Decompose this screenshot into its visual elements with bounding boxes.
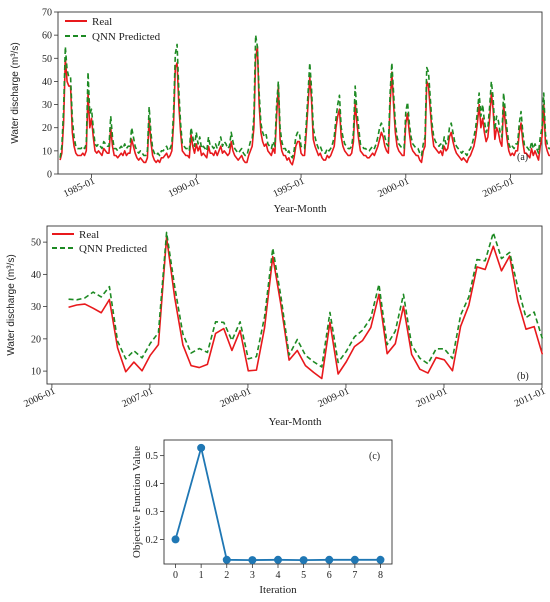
panel-a-y-ticks: 0 10 20 30 40 50 60 70 [42,8,58,181]
panel-b-series [68,231,544,380]
panel-b-ytick-label: 10 [31,367,41,378]
panel-a-ytick-label: 60 [42,31,52,42]
panel-b-xtick-label: 2007-01 [120,386,155,410]
panel-c-point [376,555,385,564]
panel-c-xtick-label: 1 [199,570,204,581]
panel-b-label: (b) [517,371,529,382]
panel-a-xtick-label: 1995-01 [271,176,306,200]
panel-c-xtick-label: 7 [352,570,357,581]
panel-b-y-ticks: 10 20 30 40 50 [31,238,47,378]
panel-c-ytick-label: 0.5 [146,451,159,462]
panel-c-point [248,556,257,565]
panel-b-legend: Real QNN Predicted [52,229,148,255]
panel-c-xlabel: Iteration [259,584,297,596]
panel-a-xlabel: Year-Month [273,203,327,215]
panel-c-y-ticks: 0.2 0.3 0.4 0.5 [146,451,164,546]
panel-b-xtick-label: 2011-01 [513,386,548,410]
panel-b-legend-real: Real [79,229,99,241]
panel-b-xtick-label: 2006-01 [22,386,57,410]
panel-a-ylabel: Water discharge (m³/s) [10,42,21,143]
panel-a-xtick-label: 2005-01 [481,176,516,200]
panel-a-ytick-label: 40 [42,77,52,88]
panel-a-legend: Real QNN Predicted [65,16,161,43]
panel-c-xtick-label: 4 [276,570,281,581]
panel-b-ylabel: Water discharge (m³/s) [6,254,17,355]
panel-c-x-ticks: 0 1 2 3 4 5 6 7 8 [173,564,383,581]
panel-b-xtick-label: 2009-01 [316,386,351,410]
panel-a: 0 10 20 30 40 50 60 70 1985-01 1990-01 1995-01 200… [10,8,550,215]
panel-c-point [222,555,231,564]
panel-c-series [171,443,385,565]
panel-c-ytick-label: 0.2 [146,535,159,546]
panel-a-ytick-label: 10 [42,146,52,157]
panel-b-ytick-label: 50 [31,238,41,249]
panel-a-ytick-label: 50 [42,54,52,65]
panel-b-ytick-label: 40 [31,270,41,281]
panel-a-ytick-label: 70 [42,8,52,19]
panel-b-legend-qnn: QNN Predicted [79,243,148,255]
panel-c-xtick-label: 2 [224,570,229,581]
panel-c-series-line-line [174,446,381,561]
panel-c-ytick-label: 0.3 [146,507,159,518]
panel-a-ytick-label: 0 [47,170,52,181]
panel-a-frame [57,11,543,175]
panel-c-point [299,556,308,565]
panel-a-series [59,34,550,166]
panel-c-xtick-label: 0 [173,570,178,581]
panel-a-legend-real: Real [92,16,112,28]
panel-a-ytick-label: 20 [42,123,52,134]
panel-a-xtick-label: 1985-01 [62,176,97,200]
panel-c-point [274,555,282,564]
panel-a-legend-qnn: QNN Predicted [92,31,161,43]
panel-c-label: (c) [369,451,380,462]
panel-b-xtick-label: 2010-01 [414,386,449,410]
panel-b-frame [46,225,543,385]
panel-c-xtick-label: 8 [378,570,383,581]
panel-b-x-ticks: 2006-01 2007-01 2008-01 2009-01 2010-01 2011-… [22,384,547,410]
panel-a-label: (a) [517,152,528,163]
panel-b-xlabel: Year-Month [268,416,322,428]
panel-a-series-real-line [59,45,550,166]
panel-a-xtick-label: 1990-01 [167,176,202,200]
panel-c-ytick-label: 0.4 [146,479,159,490]
panel-c-ylabel: Objective Function Value [131,446,143,558]
panel-a-series-qnn-predicted-line [59,34,550,159]
panel-c-point [350,555,359,564]
panel-b-xtick-label: 2008-01 [218,386,253,410]
panel-c-point [171,535,180,544]
panel-c-point [325,555,334,564]
panel-c-point [197,443,206,452]
panel-b-series-real-line [68,236,544,380]
panel-c-xtick-label: 6 [327,570,332,581]
panel-a-x-ticks: 1985-01 1990-01 1995-01 2000-01 2005-01 [62,174,516,200]
panel-c-xtick-label: 5 [301,570,306,581]
panel-b-ytick-label: 20 [31,334,41,345]
panel-c: 0.2 0.3 0.4 0.5 0 1 2 3 4 5 6 7 8 Objective Functio… [131,439,393,596]
panel-c-xtick-label: 3 [250,570,255,581]
panel-a-ytick-label: 30 [42,100,52,111]
panel-a-xtick-label: 2000-01 [376,176,411,200]
panel-b-ytick-label: 30 [31,302,41,313]
